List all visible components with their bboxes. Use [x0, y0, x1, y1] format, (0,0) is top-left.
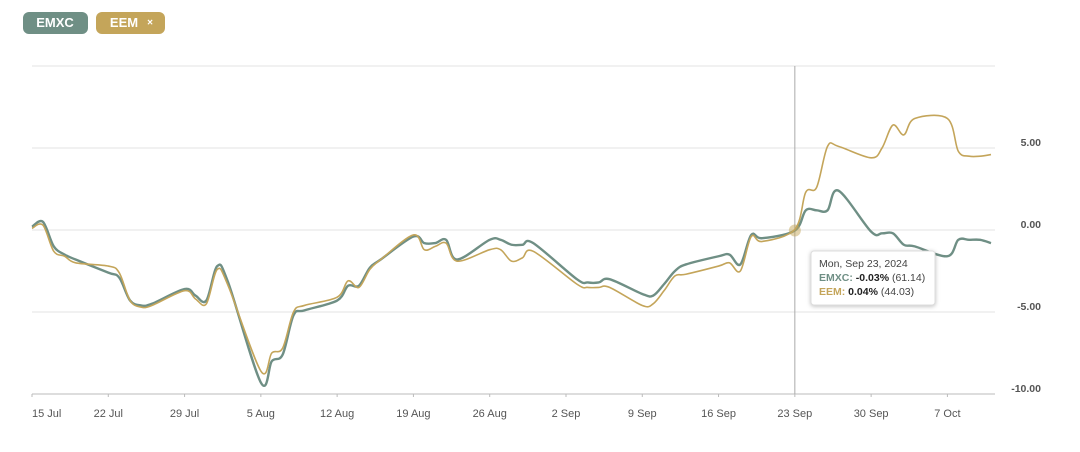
legend-chip[interactable] [23, 12, 88, 34]
remove-icon[interactable]: × [147, 18, 153, 29]
plot-area: -10.00 -5.00 0.00 5.00 15 Jul 22 Jul 29 Jul 5 A… [31, 65, 1042, 420]
series-line [31, 114, 992, 375]
tooltip: Mon, Sep 23, 2024 EMXC: -0.03% (61.14) E… [810, 250, 936, 306]
tooltip-price: (44.03) [881, 286, 914, 298]
legend-chip[interactable] [96, 12, 165, 34]
y-tick-label: -5.00 [1017, 301, 1041, 313]
y-tick-label: -10.00 [1011, 383, 1041, 395]
legend-label[interactable]: EMXC [36, 15, 74, 30]
x-tick-label: 9 Sep [628, 408, 657, 420]
tooltip-box [810, 250, 936, 306]
legend-emxc[interactable]: EMXC [23, 12, 88, 34]
x-tick-label: 7 Oct [934, 408, 960, 420]
x-tick-label: 30 Sep [854, 408, 889, 420]
x-tick-label: 23 Sep [777, 408, 812, 420]
x-tick-label: 19 Aug [396, 408, 430, 420]
tooltip-row: EEM: 0.04% (44.03) [819, 286, 914, 298]
series-line [31, 189, 992, 387]
x-tick-label: 5 Aug [247, 408, 275, 420]
x-tick-label: 26 Aug [473, 408, 507, 420]
x-tick-label: 2 Sep [552, 408, 581, 420]
x-tick-label: 12 Aug [320, 408, 354, 420]
tooltip-label: EMXC: [819, 272, 853, 284]
x-tick-label: 29 Jul [170, 408, 199, 420]
y-tick-label: 0.00 [1021, 219, 1042, 231]
x-tick-label: 15 Jul [32, 408, 61, 420]
x-tick-label: 22 Jul [94, 408, 123, 420]
tooltip-price: (61.14) [892, 272, 925, 284]
y-tick-label: 5.00 [1021, 137, 1042, 149]
tooltip-row: EMXC: -0.03% (61.14) [819, 272, 925, 284]
legend-label[interactable]: EEM [110, 15, 138, 30]
legend-eem[interactable]: EEM × [96, 12, 165, 34]
tooltip-change: 0.04% [848, 286, 878, 298]
hover-marker [788, 224, 801, 237]
tooltip-label: EEM: [819, 286, 845, 298]
tooltip-date: Mon, Sep 23, 2024 [819, 258, 908, 270]
x-tick-label: 16 Sep [701, 408, 736, 420]
tooltip-change: -0.03% [856, 272, 890, 284]
